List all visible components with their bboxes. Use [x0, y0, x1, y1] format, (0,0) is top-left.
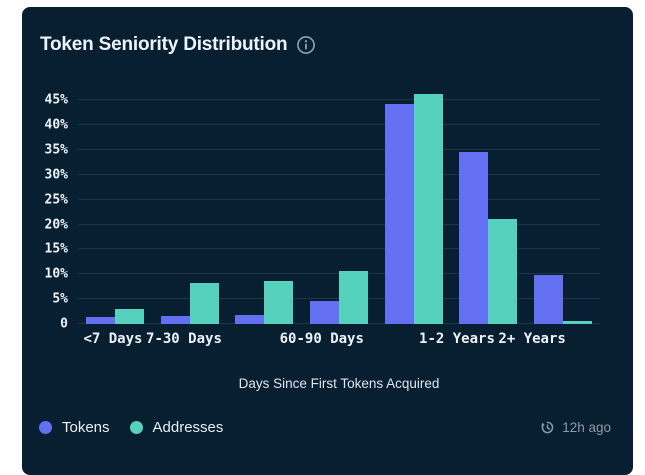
bar-group — [302, 88, 377, 324]
x-tick-label: 2+ Years — [498, 331, 566, 347]
x-tick-label: 60-90 Days — [279, 331, 364, 347]
bar-tokens-1-2-years[interactable] — [459, 151, 489, 324]
bar-group — [525, 88, 600, 324]
legend-dot-tokens — [39, 420, 52, 434]
y-axis: 0 5% 10% 15% 20% 25% 30% 35% 40% 45% — [22, 88, 68, 332]
bar-tokens-7-30-days[interactable] — [160, 316, 190, 324]
x-tick-label: 1-2 Years — [419, 331, 495, 347]
x-axis-title: Days Since First Tokens Acquired — [238, 376, 440, 391]
y-tick-label: 40% — [44, 117, 68, 133]
last-updated-text: 12h ago — [562, 419, 611, 435]
gridline — [78, 248, 600, 250]
gridline — [78, 273, 600, 275]
legend: Tokens Addresses — [39, 419, 223, 436]
bar-tokens-60-90-days[interactable] — [310, 300, 340, 324]
bar-group — [153, 88, 228, 324]
bar-tokens-group5[interactable] — [384, 103, 414, 324]
y-tick-label: 35% — [44, 142, 68, 158]
y-tick-label: 10% — [44, 266, 68, 282]
bar-addresses-group5[interactable] — [413, 93, 443, 324]
gridline — [78, 124, 600, 126]
chart-card: Token Seniority Distribution 0 5% 10% 15% 20… — [22, 7, 633, 475]
legend-label: Addresses — [152, 418, 224, 436]
bar-group — [78, 88, 153, 324]
bar-addresses-2-years[interactable] — [562, 320, 592, 324]
bar-group — [451, 88, 526, 324]
x-tick-label: <7 Days — [83, 331, 143, 347]
last-updated: 12h ago — [540, 420, 611, 435]
bar-tokens-2-years[interactable] — [533, 274, 563, 324]
bar-addresses-1-2-years[interactable] — [488, 218, 518, 324]
gridline — [78, 173, 600, 175]
card-footer: Tokens Addresses 12h ago — [39, 412, 611, 442]
bar-addresses-7-30-days[interactable] — [189, 283, 219, 324]
info-icon[interactable] — [296, 35, 316, 55]
bar-addresses-7-days[interactable] — [115, 309, 145, 324]
y-tick-label: 20% — [44, 217, 68, 233]
info-icon-glyph — [297, 36, 316, 54]
gridline — [78, 223, 600, 225]
gridline — [78, 298, 600, 300]
y-tick-label: 0 — [60, 316, 68, 332]
chart-title: Token Seniority Distribution — [40, 34, 288, 55]
y-tick-label: 30% — [44, 167, 68, 183]
bar-group — [376, 88, 451, 324]
card-header: Token Seniority Distribution — [40, 34, 316, 56]
x-axis: <7 Days 7-30 Days 60-90 Days 1-2 Years 2+ Ye… — [78, 331, 600, 351]
history-clock-icon — [541, 421, 554, 433]
bar-tokens-7-days[interactable] — [86, 316, 116, 324]
gridline — [78, 198, 600, 200]
legend-item-addresses[interactable]: Addresses — [129, 418, 224, 436]
y-tick-label: 5% — [52, 291, 68, 307]
gridline — [78, 99, 600, 101]
y-tick-label: 45% — [44, 92, 68, 108]
bar-tokens-group3[interactable] — [235, 314, 265, 324]
gridline — [78, 149, 600, 151]
bar-addresses-group3[interactable] — [264, 280, 294, 324]
bar-addresses-60-90-days[interactable] — [339, 271, 369, 324]
legend-item-tokens[interactable]: Tokens — [39, 419, 110, 436]
bar-group — [227, 88, 302, 324]
legend-dot-addresses — [129, 420, 143, 434]
y-tick-label: 15% — [44, 241, 68, 257]
x-tick-label: 7-30 Days — [146, 331, 222, 347]
plot-area — [78, 88, 600, 324]
legend-label: Tokens — [62, 418, 110, 436]
y-tick-label: 25% — [44, 192, 68, 208]
